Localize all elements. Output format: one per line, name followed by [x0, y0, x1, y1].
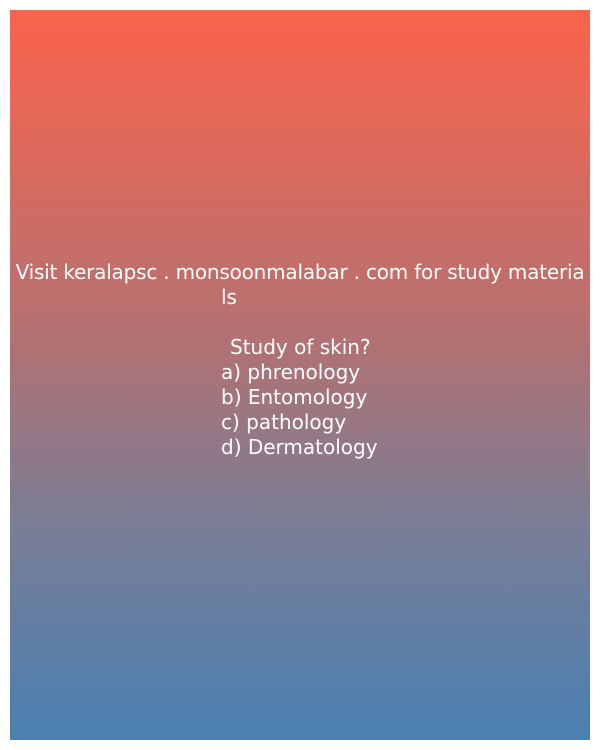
option-d: d) Dermatology [221, 435, 378, 459]
quiz-content: Visit keralapsc . monsoonmalabar . com f… [10, 260, 590, 460]
quiz-card: Visit keralapsc . monsoonmalabar . com f… [10, 10, 590, 740]
site-promo-line-1: Visit keralapsc . monsoonmalabar . com f… [15, 260, 585, 284]
option-b: b) Entomology [221, 385, 368, 409]
site-promo-line-2: ls [221, 285, 237, 309]
blank-line [221, 310, 528, 335]
option-a: a) phrenology [221, 360, 361, 384]
question-text: Study of skin? [230, 335, 371, 359]
option-c: c) pathology [221, 410, 347, 434]
